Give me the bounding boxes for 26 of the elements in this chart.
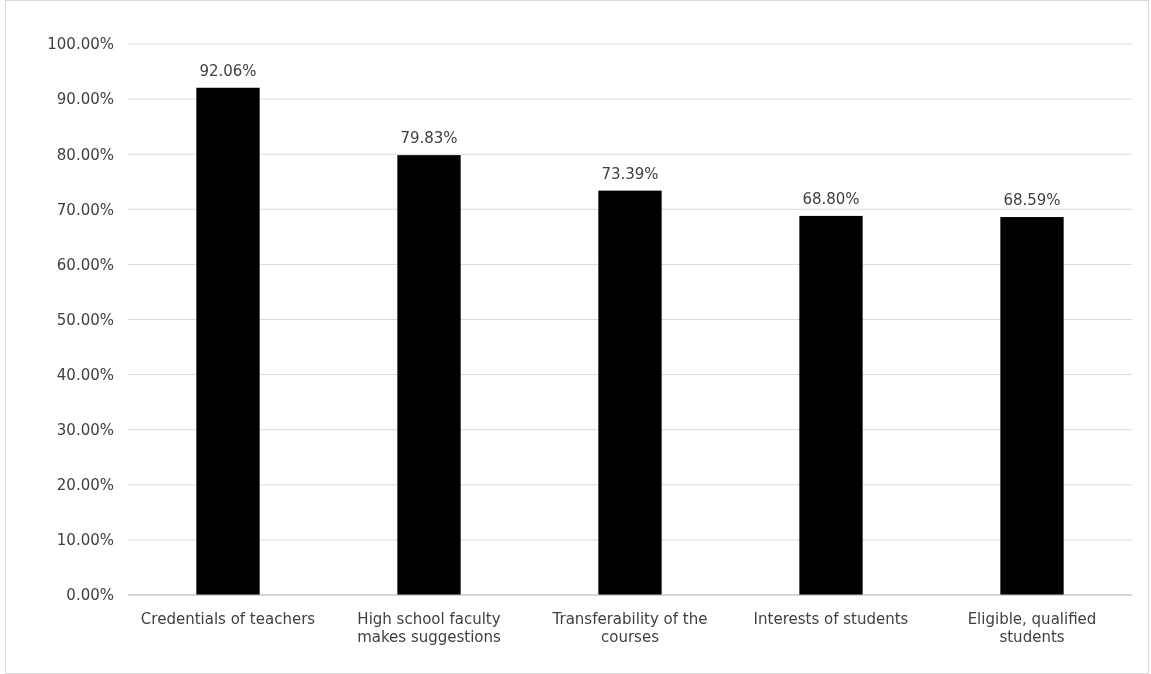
y-tick-label: 100.00%: [47, 35, 114, 54]
y-tick-label: 0.00%: [66, 586, 114, 605]
bar: [196, 87, 260, 595]
x-tick-label: Interests of students: [753, 609, 909, 628]
data-label: 68.80%: [802, 189, 860, 208]
x-tick-label: High school faculty makes suggestions: [357, 609, 502, 647]
x-tick-label: Eligible, qualified students: [967, 609, 1097, 647]
x-tick-label: Credentials of teachers: [140, 609, 316, 628]
y-tick-label: 40.00%: [56, 365, 114, 384]
x-tick-label: Transferability of the courses: [551, 609, 708, 647]
data-label: 68.59%: [1003, 191, 1061, 210]
y-tick-label: 90.00%: [56, 90, 114, 109]
y-tick-label: 80.00%: [56, 145, 114, 164]
y-tick-label: 60.00%: [56, 255, 114, 274]
y-tick-label: 30.00%: [56, 421, 114, 439]
data-label: 73.39%: [601, 164, 659, 183]
y-tick-label: 20.00%: [56, 476, 114, 495]
bar: [799, 215, 863, 595]
bar: [1000, 217, 1064, 595]
bar: [598, 190, 662, 595]
y-tick-label: 10.00%: [56, 531, 114, 550]
data-label: 79.83%: [400, 129, 458, 148]
y-tick-label: 70.00%: [56, 200, 114, 219]
data-label: 92.06%: [199, 61, 257, 80]
y-tick-label: 50.00%: [56, 310, 114, 329]
bar: [397, 155, 461, 595]
